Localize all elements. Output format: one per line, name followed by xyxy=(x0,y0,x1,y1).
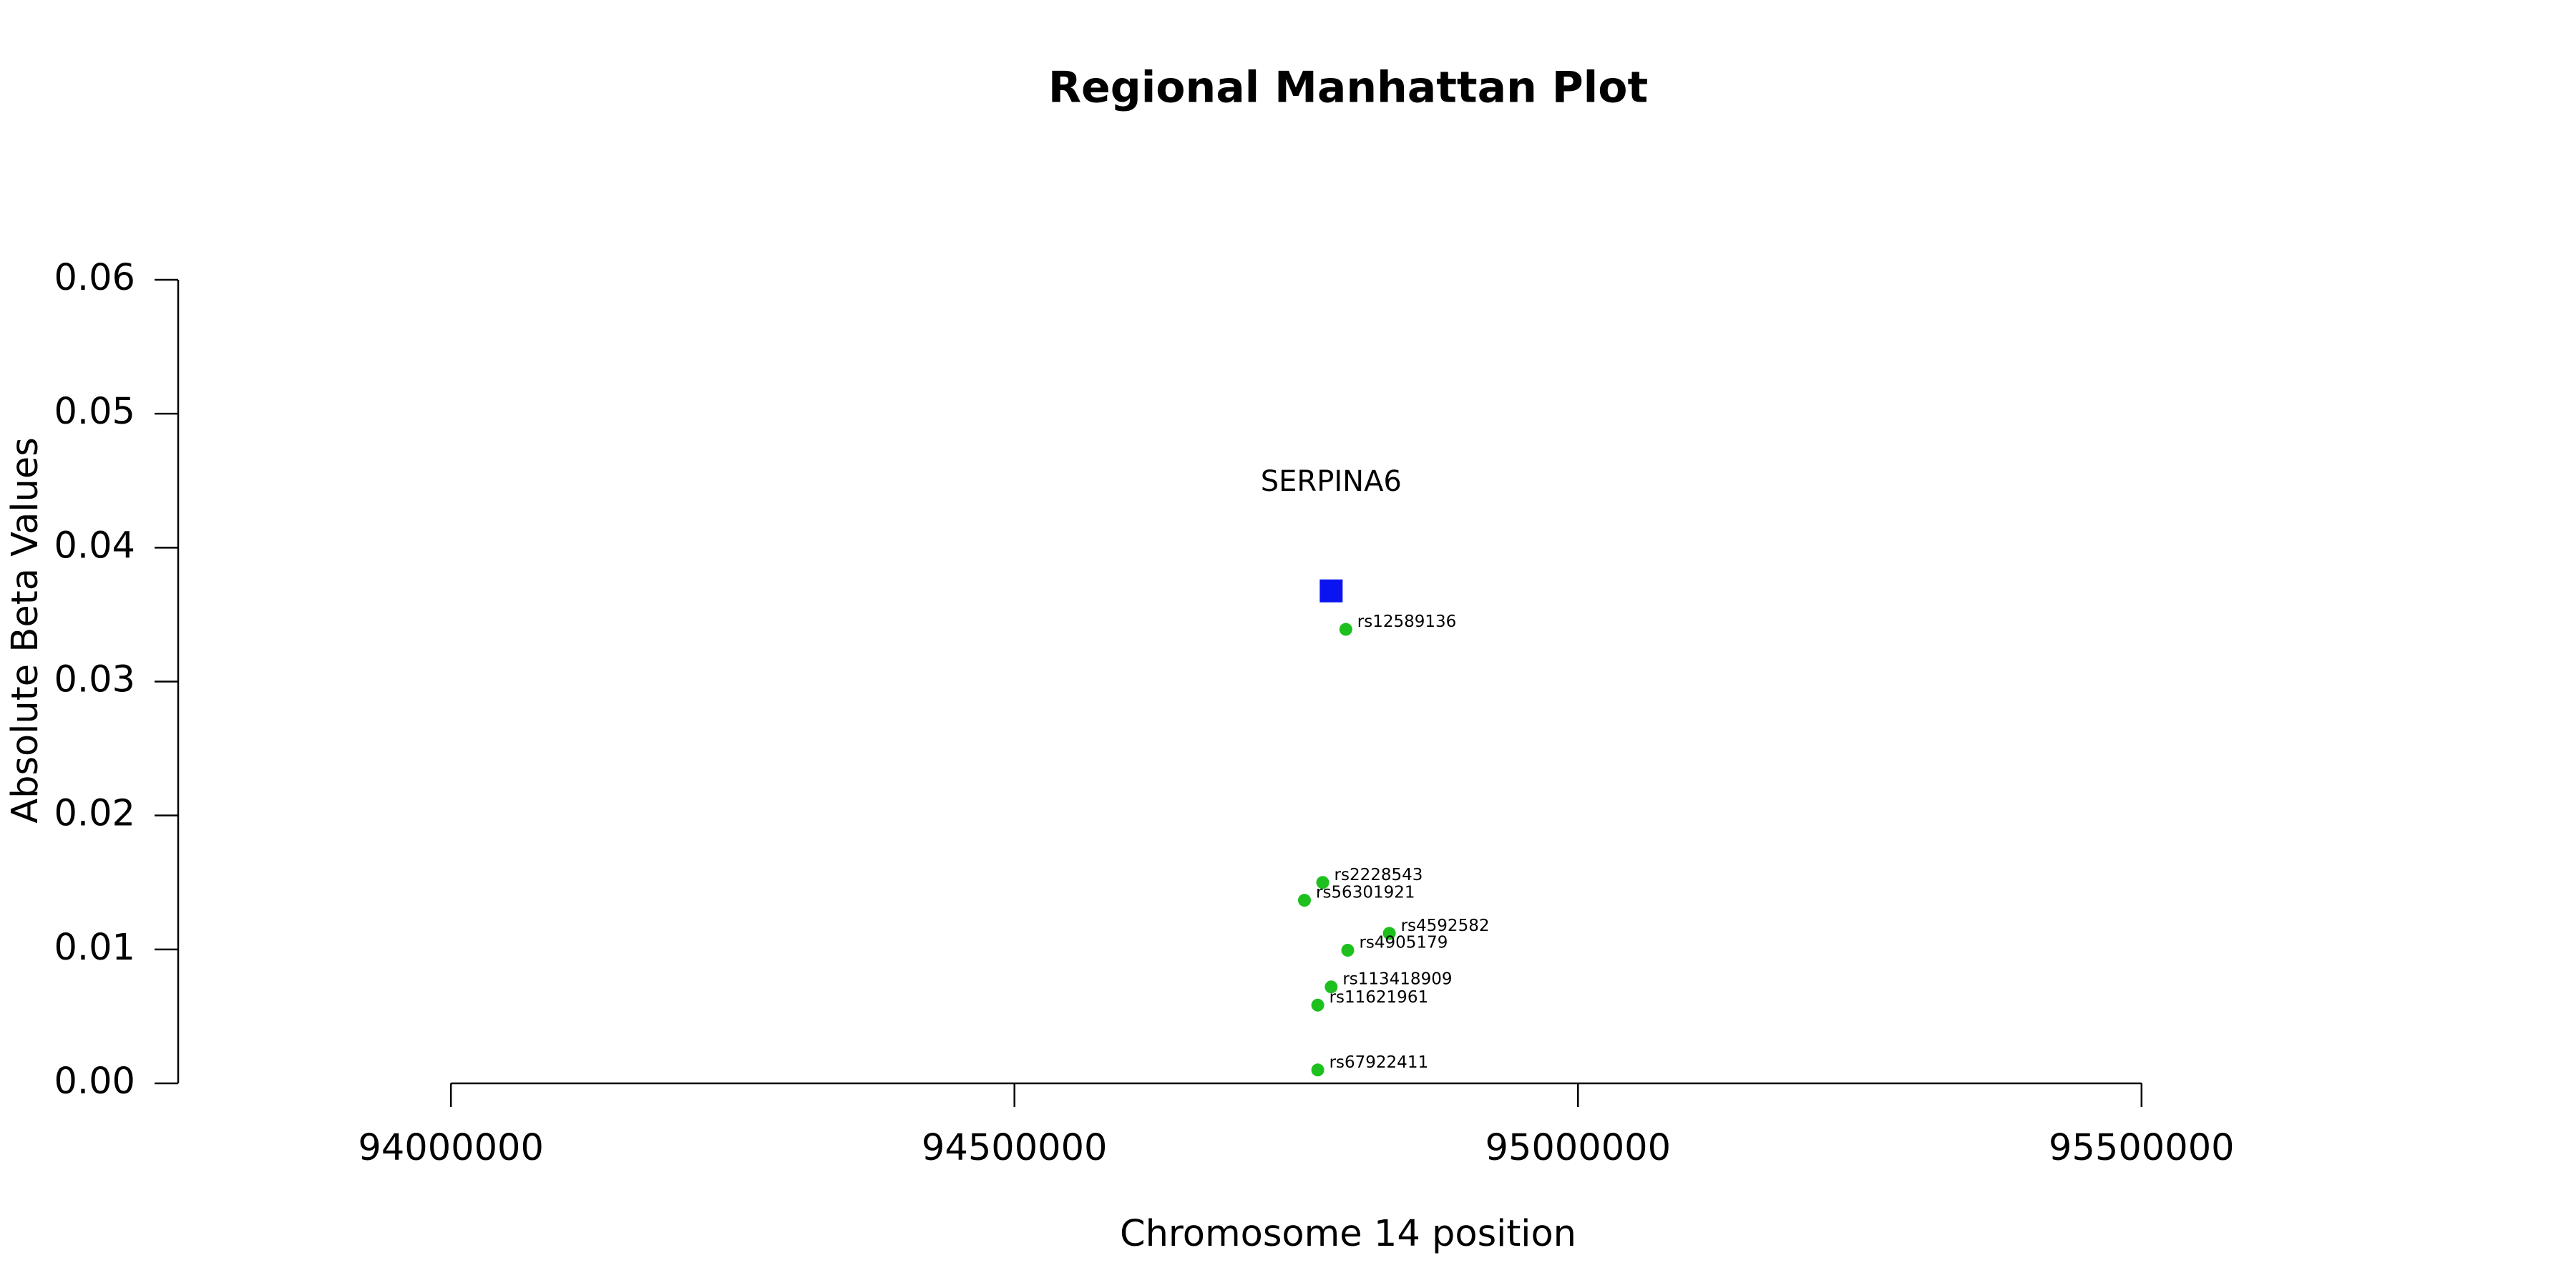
y-tick-label: 0.05 xyxy=(54,391,135,433)
snp-label: rs4905179 xyxy=(1359,933,1448,952)
snp-label: rs4592582 xyxy=(1401,917,1490,935)
snp-label: rs56301921 xyxy=(1316,884,1415,902)
gene-label: SERPINA6 xyxy=(1261,465,1402,498)
snp-point xyxy=(1324,980,1338,994)
chart-title: Regional Manhattan Plot xyxy=(1048,63,1648,113)
snp-point xyxy=(1297,894,1311,907)
x-tick-label: 95000000 xyxy=(1485,1127,1671,1169)
snp-label: rs12589136 xyxy=(1357,613,1457,631)
snp-point xyxy=(1382,927,1396,940)
snp-point xyxy=(1341,943,1355,957)
y-tick-label: 0.03 xyxy=(54,659,135,701)
snp-label: rs2228543 xyxy=(1335,866,1423,884)
y-tick-label: 0.06 xyxy=(54,257,135,299)
y-tick-label: 0.00 xyxy=(54,1060,135,1103)
snp-point xyxy=(1311,998,1324,1012)
gene-point xyxy=(1319,579,1343,602)
snp-point xyxy=(1339,623,1352,636)
snp-label: rs67922411 xyxy=(1330,1053,1429,1072)
x-tick-label: 94000000 xyxy=(358,1127,544,1169)
snp-point xyxy=(1316,876,1330,889)
x-tick-label: 95500000 xyxy=(2049,1127,2235,1169)
snp-point xyxy=(1311,1063,1324,1077)
x-axis-label: Chromosome 14 position xyxy=(1120,1213,1576,1255)
x-tick-label: 94500000 xyxy=(922,1127,1108,1169)
y-tick-label: 0.01 xyxy=(54,927,135,969)
y-tick-label: 0.02 xyxy=(54,793,135,835)
y-axis-label: Absolute Beta Values xyxy=(4,437,47,824)
y-tick-label: 0.04 xyxy=(54,525,135,567)
snp-label: rs11621961 xyxy=(1330,988,1429,1007)
snp-label: rs113418909 xyxy=(1342,970,1452,989)
